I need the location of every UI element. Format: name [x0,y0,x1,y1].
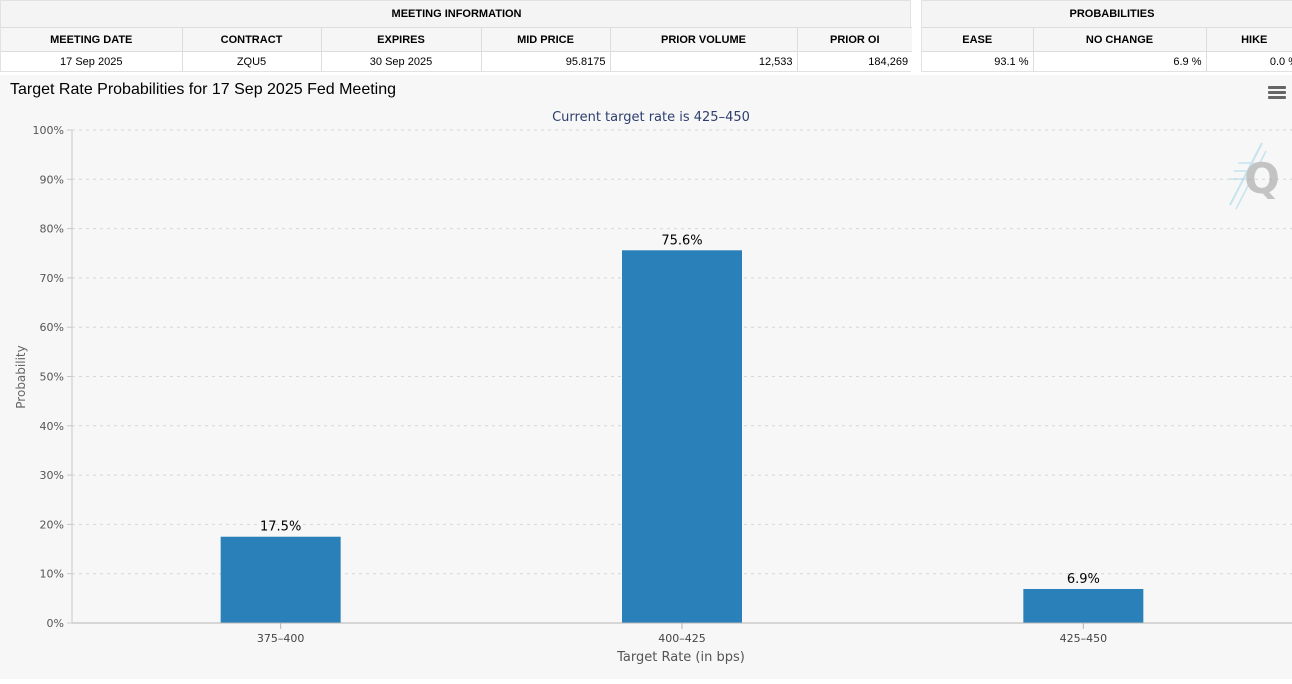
column-header: HIKE [1205,27,1292,52]
meeting-date-cell: 17 Sep 2025 [1,51,182,71]
column-header: MEETING DATE [1,27,182,52]
ease-cell: 93.1 % [922,51,1033,71]
probabilities-table: PROBABILITIES EASE NO CHANGE HIKE 93.1 %… [921,0,1292,72]
y-axis-label: Probability [14,345,28,408]
x-tick-label: 400–425 [658,632,706,645]
data-labels: 17.5% 75.6% 6.9% [260,233,1100,587]
meeting-information-title: MEETING INFORMATION [391,8,522,20]
bar [622,250,742,624]
column-header: NO CHANGE [1032,27,1206,52]
y-tick-label: 90% [40,173,64,186]
column-header: MID PRICE [480,27,610,52]
x-axis-label: Target Rate (in bps) [616,650,745,665]
y-tick-label: 30% [40,469,64,482]
chart-title: Target Rate Probabilities for 17 Sep 202… [10,81,397,98]
y-tick-label: 80% [40,223,64,236]
meeting-information-table: MEETING INFORMATION MEETING DATE CONTRAC… [0,0,913,72]
column-header: PRIOR OI [796,27,913,52]
prior-volume-cell: 12,533 [609,51,797,71]
bar [1023,588,1144,623]
column-header: PRIOR VOLUME [609,27,797,52]
prior-oi-cell: 184,269 [796,51,913,71]
menu-icon[interactable] [1268,86,1286,100]
contract-cell: ZQU5 [181,51,321,71]
chart-panel: Target Rate Probabilities for 17 Sep 202… [0,75,1292,679]
hike-cell: 0.0 % [1205,51,1292,71]
bar [220,536,341,623]
mid-price-cell: 95.8175 [480,51,610,71]
data-label: 75.6% [661,233,702,248]
y-tick-label: 50% [40,371,64,384]
bar-chart: Current target rate is 425–450 0% 10% 20% 3… [14,110,1292,665]
data-label: 17.5% [260,520,301,535]
x-tick-label: 375–400 [257,632,305,645]
bars [220,250,1144,624]
y-tick-label: 10% [40,568,64,581]
column-header: EASE [922,27,1033,52]
y-tick-label: 40% [40,420,64,433]
y-axis-ticks: 0% 10% 20% 30% 40% 50% 60% 70% 80% 90% 100% [33,124,72,630]
watermark-logo: Q [1229,142,1280,210]
column-header: EXPIRES [320,27,481,52]
y-tick-label: 20% [40,518,64,531]
x-axis-ticks: 375–400 400–425 425–450 [257,623,1107,645]
y-tick-label: 0% [47,617,64,630]
expires-cell: 30 Sep 2025 [320,51,481,71]
chart-subtitle: Current target rate is 425–450 [552,110,750,125]
x-tick-label: 425–450 [1060,632,1108,645]
column-header: CONTRACT [181,27,321,52]
y-tick-label: 70% [40,272,64,285]
watermark-letter: Q [1244,154,1280,203]
data-label: 6.9% [1067,572,1100,587]
no-change-cell: 6.9 % [1032,51,1206,71]
y-tick-label: 60% [40,321,64,334]
y-tick-label: 100% [33,124,64,137]
probabilities-title: PROBABILITIES [1069,8,1155,20]
